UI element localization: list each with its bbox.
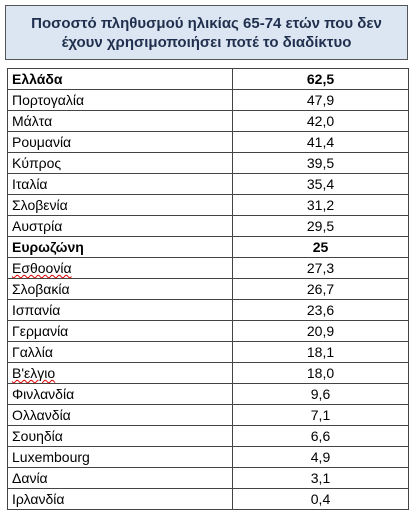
- value-cell: 18,1: [232, 341, 409, 363]
- value-cell: 29,5: [232, 215, 409, 237]
- value-cell: 26,7: [232, 278, 409, 300]
- country-cell: Ρουμανία: [7, 131, 233, 153]
- table: Ελλάδα 62,5 Πορτογαλία 47,9 Μάλτα 42,0 Ρουμανί…: [7, 68, 409, 510]
- value-cell: 6,6: [232, 425, 409, 447]
- table-row: Μάλτα 42,0: [7, 110, 409, 132]
- country-cell: Πορτογαλία: [7, 89, 233, 111]
- country-name: Ιρλανδία: [12, 491, 65, 507]
- country-cell: Εσθοονία: [7, 257, 233, 279]
- value-cell: 4,9: [232, 446, 409, 468]
- country-name: Φινλανδία: [12, 386, 75, 402]
- table-row: Luxembourg 4,9: [7, 446, 409, 468]
- value-cell: 39,5: [232, 152, 409, 174]
- country-name: Σλοβακία: [12, 281, 70, 297]
- country-name: Σλοβενία: [12, 197, 68, 213]
- table-row: Αυστρία 29,5: [7, 215, 409, 237]
- country-cell: Κύπρος: [7, 152, 233, 174]
- value-cell: 35,4: [232, 173, 409, 195]
- table-row: Γερμανία 20,9: [7, 320, 409, 342]
- country-name: Αυστρία: [12, 218, 63, 234]
- country-name: Γερμανία: [12, 323, 69, 339]
- country-cell: Ελλάδα: [7, 68, 233, 90]
- value-cell: 23,6: [232, 299, 409, 321]
- value-cell: 47,9: [232, 89, 409, 111]
- table-row: Δανία 3,1: [7, 467, 409, 489]
- country-cell: Ισπανία: [7, 299, 233, 321]
- table-row: Γαλλία 18,1: [7, 341, 409, 363]
- country-name: Ιταλία: [12, 176, 48, 192]
- table-row: Ισπανία 23,6: [7, 299, 409, 321]
- country-name: Β'ελγιο: [12, 365, 56, 381]
- country-name: Luxembourg: [12, 449, 90, 465]
- table-row: Ευρωζώνη 25: [7, 236, 409, 258]
- country-cell: Ιρλανδία: [7, 488, 233, 510]
- country-name: Εσθοονία: [12, 260, 72, 276]
- country-cell: Ιταλία: [7, 173, 233, 195]
- country-cell: Σλοβενία: [7, 194, 233, 216]
- value-cell: 3,1: [232, 467, 409, 489]
- country-cell: Φινλανδία: [7, 383, 233, 405]
- value-cell: 25: [232, 236, 409, 258]
- table-row: Σλοβακία 26,7: [7, 278, 409, 300]
- country-cell: Ολλανδία: [7, 404, 233, 426]
- country-cell: Ευρωζώνη: [7, 236, 233, 258]
- country-cell: Δανία: [7, 467, 233, 489]
- country-cell: Luxembourg: [7, 446, 233, 468]
- country-cell: Αυστρία: [7, 215, 233, 237]
- country-name: Πορτογαλία: [12, 92, 85, 108]
- country-cell: Γερμανία: [7, 320, 233, 342]
- value-cell: 9,6: [232, 383, 409, 405]
- table-row: Ιρλανδία 0,4: [7, 488, 409, 510]
- country-cell: Β'ελγιο: [7, 362, 233, 384]
- country-name: Ρουμανία: [12, 134, 72, 150]
- value-cell: 18,0: [232, 362, 409, 384]
- country-cell: Σουηδία: [7, 425, 233, 447]
- value-cell: 0,4: [232, 488, 409, 510]
- value-cell: 62,5: [232, 68, 409, 90]
- value-cell: 7,1: [232, 404, 409, 426]
- country-name: Κύπρος: [12, 155, 62, 171]
- value-cell: 20,9: [232, 320, 409, 342]
- country-name: Σουηδία: [12, 428, 63, 444]
- table-title: Ποσοστό πληθυσμού ηλικίας 65-74 ετών που…: [5, 5, 408, 60]
- table-row: Εσθοονία 27,3: [7, 257, 409, 279]
- country-cell: Μάλτα: [7, 110, 233, 132]
- table-row: Ελλάδα 62,5: [7, 68, 409, 90]
- table-row: Β'ελγιο 18,0: [7, 362, 409, 384]
- value-cell: 31,2: [232, 194, 409, 216]
- value-cell: 27,3: [232, 257, 409, 279]
- value-cell: 42,0: [232, 110, 409, 132]
- country-name: Ισπανία: [12, 302, 61, 318]
- table-row: Ιταλία 35,4: [7, 173, 409, 195]
- table-row: Κύπρος 39,5: [7, 152, 409, 174]
- table-row: Σουηδία 6,6: [7, 425, 409, 447]
- table-row: Ρουμανία 41,4: [7, 131, 409, 153]
- table-row: Ολλανδία 7,1: [7, 404, 409, 426]
- country-name: Δανία: [12, 470, 48, 486]
- value-cell: 41,4: [232, 131, 409, 153]
- country-name: Μάλτα: [12, 113, 53, 129]
- country-name: Γαλλία: [12, 344, 54, 360]
- table-row: Πορτογαλία 47,9: [7, 89, 409, 111]
- table-row: Φινλανδία 9,6: [7, 383, 409, 405]
- country-name: Ολλανδία: [12, 407, 71, 423]
- country-name: Ευρωζώνη: [12, 239, 84, 255]
- country-cell: Γαλλία: [7, 341, 233, 363]
- table-row: Σλοβενία 31,2: [7, 194, 409, 216]
- country-name: Ελλάδα: [12, 71, 63, 87]
- country-cell: Σλοβακία: [7, 278, 233, 300]
